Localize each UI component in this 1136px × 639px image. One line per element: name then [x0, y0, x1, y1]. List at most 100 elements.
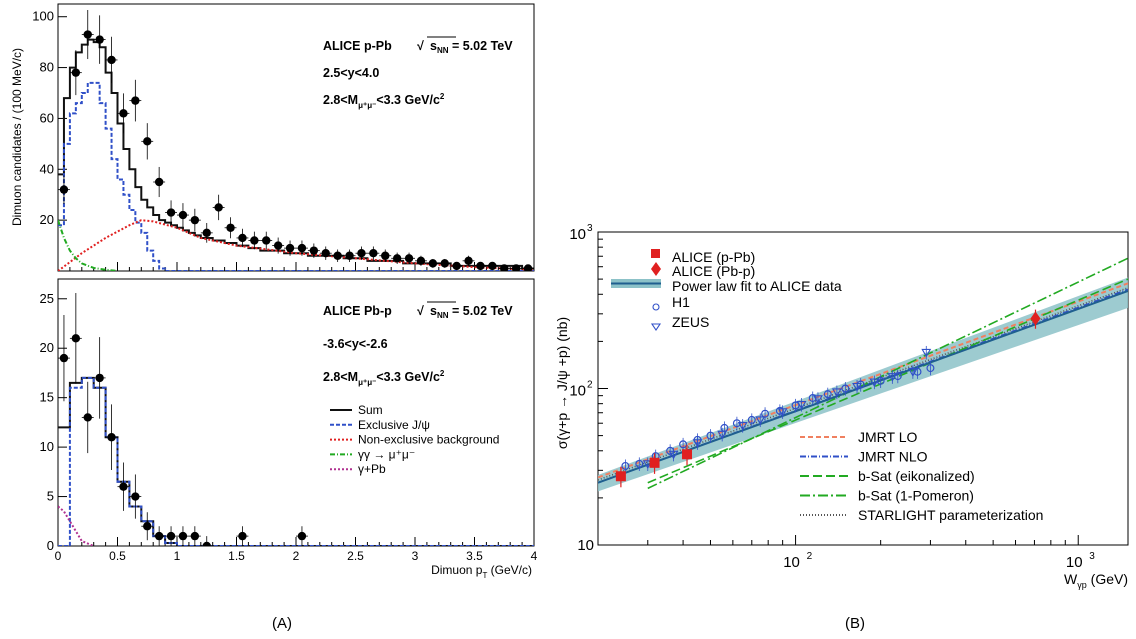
data-point	[297, 531, 307, 541]
annot-rapidity: 2.5<y<4.0	[323, 66, 379, 80]
plot-a-xlabel-unit: (GeV/c)	[487, 563, 532, 577]
jmrt-nlo-line	[598, 288, 1128, 484]
x-tick-label: 10	[1066, 554, 1083, 571]
legend-label: γγ → μ⁺μ⁻	[358, 447, 415, 461]
y-tick-label: 10	[40, 439, 54, 454]
data-point	[107, 55, 116, 65]
series-line	[58, 219, 118, 271]
alice-ppb-point	[682, 449, 693, 460]
data-point	[381, 251, 390, 260]
h1-point	[679, 440, 688, 449]
data-point	[119, 482, 128, 491]
svg-text:ALICE Pb-p: ALICE Pb-p	[323, 304, 392, 318]
legend-label: JMRT NLO	[858, 449, 928, 465]
x-tick-label-exp: 3	[1089, 551, 1095, 562]
x-tick-label: 10	[783, 554, 800, 571]
h1-point	[761, 409, 770, 418]
y-tick-label: 20	[40, 212, 54, 227]
zeus-point	[831, 388, 842, 398]
plot-a-bottom-annotation: ALICE Pb-p √ sNN = 5.02 TeV -3.6<y<-2.6 …	[323, 301, 513, 387]
annot-b-mass-exp: 2	[440, 369, 445, 378]
annot-mass-unit: <3.3 GeV/c	[376, 93, 440, 107]
data-point	[95, 35, 104, 44]
data-point	[452, 261, 461, 271]
x-tick-label: 4	[531, 549, 538, 563]
data-point	[440, 259, 449, 268]
data-point	[511, 264, 521, 271]
annot-b-experiment: ALICE Pb-p	[323, 304, 392, 318]
legend-label: Exclusive J/ψ	[358, 418, 430, 432]
zeus-point	[921, 348, 932, 358]
legend-label: γ+Pb	[358, 462, 386, 476]
legend-label: JMRT LO	[858, 429, 917, 445]
svg-text:sNN = 5.02 TeV: sNN = 5.02 TeV	[430, 39, 513, 55]
data-point	[190, 531, 200, 541]
y-tick-label: 10	[569, 383, 586, 400]
annot-b-mumu: μ⁺μ⁻	[358, 378, 376, 387]
x-tick-label: 0.5	[109, 549, 126, 563]
series-line	[58, 38, 534, 270]
data-point	[357, 249, 366, 258]
plot-b-ylabel: σ(γ+p → J/ψ +p) (nb)	[554, 317, 570, 449]
data-point	[83, 30, 92, 39]
legend-label: STARLIGHT parameterization	[858, 507, 1043, 523]
data-point	[285, 243, 295, 253]
h1-point	[732, 419, 741, 428]
zeus-point	[692, 439, 703, 448]
annot-b-s: s	[430, 304, 437, 318]
h1-point	[775, 406, 784, 415]
annot-b-rapidity: -3.6<y<-2.6	[323, 337, 388, 351]
data-point	[166, 531, 176, 541]
plot-a-top-axes: 20 40 60 80 100	[32, 9, 535, 271]
data-point	[226, 223, 235, 232]
data-point	[345, 251, 354, 260]
annot-b-mass: 2.8<M	[323, 370, 358, 384]
data-point	[250, 236, 259, 245]
alice-ppb-point	[649, 457, 660, 468]
y-tick-label: 80	[40, 60, 54, 75]
legend-label: ZEUS	[672, 314, 709, 330]
annot-s: s	[430, 39, 437, 53]
data-point	[238, 233, 247, 243]
legend-marker-h1	[652, 303, 660, 311]
data-point	[500, 264, 509, 271]
data-point	[392, 254, 402, 263]
plot-a-top: 20 40 60 80 100 Dimuon candidates / (100 MeV…	[10, 3, 535, 272]
series-line	[58, 376, 534, 546]
plot-b-xlabel: Wγp (GeV)	[1064, 571, 1128, 590]
plot-b-data	[598, 257, 1128, 492]
data-point	[238, 531, 247, 541]
data-point	[273, 241, 283, 250]
h1-point	[841, 384, 850, 393]
plot-a-top-annotation: ALICE p-Pb √ sNN = 5.02 TeV 2.5<y<4.0 2.…	[323, 36, 513, 110]
legend-label: Non-exclusive background	[358, 433, 499, 447]
data-point	[119, 109, 128, 118]
data-point	[131, 96, 140, 105]
h1-point	[635, 459, 644, 468]
starlight-line	[598, 287, 1128, 481]
data-point	[416, 256, 426, 266]
caption-a: (A)	[272, 615, 292, 632]
data-point	[154, 177, 164, 187]
annot-mass-exp: 2	[440, 92, 445, 101]
data-point	[309, 246, 319, 255]
x-tick-label: 2.5	[347, 549, 364, 563]
series-line	[58, 81, 534, 271]
annot-nn: NN	[437, 46, 449, 55]
h1-point	[706, 431, 715, 440]
data-point	[321, 249, 330, 258]
data-point	[154, 531, 164, 541]
zeus-point	[668, 450, 679, 460]
data-point	[369, 249, 378, 258]
plot-a-bottom-data	[58, 293, 534, 546]
y-tick-label: 100	[32, 9, 54, 24]
legend-label: b-Sat (eikonalized)	[858, 468, 975, 484]
data-point	[404, 254, 414, 263]
data-point	[143, 522, 152, 531]
data-point	[59, 185, 69, 194]
plot-a-top-data	[58, 9, 534, 271]
